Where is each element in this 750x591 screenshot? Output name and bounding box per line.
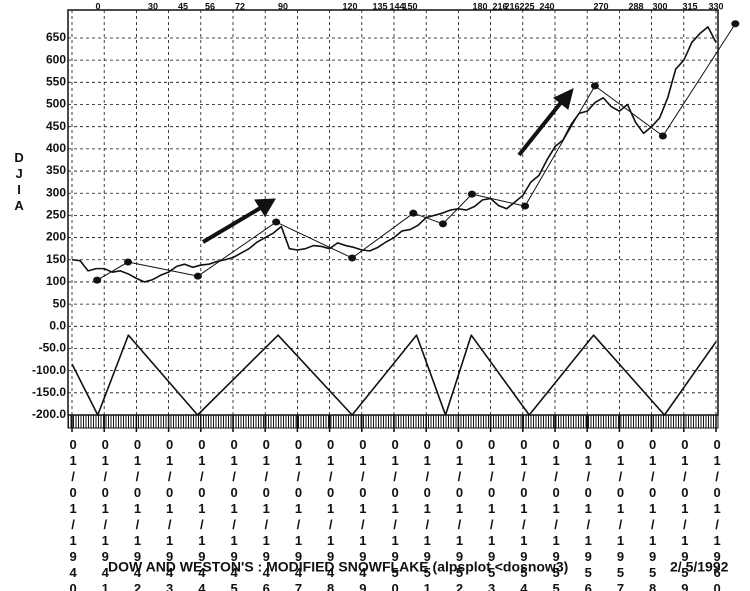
y-tick-label: -150.0: [32, 385, 66, 399]
y-tick-label: 50: [53, 296, 67, 310]
y-tick-label: 350: [46, 163, 66, 177]
x-tick-label: 01/01/1940: [66, 437, 81, 591]
x-tick-label: 01/01/1942: [130, 437, 145, 591]
x-tick-label: 01/01/1953: [484, 437, 499, 591]
x-tick-label: 01/01/1945: [227, 437, 242, 591]
top-label: 0: [95, 1, 100, 11]
x-tick-label: 01/01/1946: [259, 437, 274, 591]
y-tick-label: 600: [46, 52, 66, 66]
y-tick-label: 550: [46, 75, 66, 89]
top-label: 72: [235, 1, 245, 11]
y-tick-label: 0.0: [49, 318, 66, 332]
y-tick-label: -200.0: [32, 407, 66, 421]
y-tick-label: 200: [46, 230, 66, 244]
top-label: 180: [472, 1, 487, 11]
pivot-marker: [93, 276, 102, 284]
pivot-marker: [658, 132, 667, 140]
top-label: 315: [682, 1, 697, 11]
series-line: [96, 23, 736, 281]
pivot-marker: [590, 82, 599, 90]
pivot-marker: [272, 218, 281, 226]
y-tick-label: 300: [46, 185, 66, 199]
chart-title: DOW AND WESTON'S : MODIFIED SNOWFLAKE (a…: [108, 559, 568, 575]
y-tick-label: 650: [46, 30, 66, 44]
series-line: [71, 26, 717, 283]
top-label: 225: [519, 1, 534, 11]
x-tick-label: 01/01/1941: [98, 437, 113, 591]
y-axis-label: DJIA: [12, 150, 27, 214]
trend-arrows: [201, 88, 574, 244]
chart-date: 2/ 5/1992: [670, 559, 729, 575]
top-label: 240: [539, 1, 554, 11]
x-tick-label: 01/01/1957: [613, 437, 628, 591]
x-tick-label: 01/01/1948: [323, 437, 338, 591]
y-tick-label: 150: [46, 252, 66, 266]
y-tick-label: 250: [46, 208, 66, 222]
x-tick-label: 01/01/1952: [452, 437, 467, 591]
top-label: 90: [278, 1, 288, 11]
plot-frame: [67, 9, 719, 416]
y-tick-label: -100.0: [32, 363, 66, 377]
x-tick-label: 01/01/1955: [549, 437, 564, 591]
top-label: 300: [652, 1, 667, 11]
minor-tick-band: [67, 414, 719, 429]
pivot-marker: [409, 209, 418, 217]
top-label: 144: [389, 1, 404, 11]
x-tick-label: 01/01/1959: [677, 437, 692, 591]
x-tick-label: 01/01/1944: [194, 437, 209, 591]
pivot-marker: [348, 254, 357, 262]
x-tick-label: 01/01/1949: [355, 437, 370, 591]
x-tick-label: 01/01/1943: [162, 437, 177, 591]
top-label: 56: [205, 1, 215, 11]
x-tick-label: 01/01/1950: [388, 437, 403, 591]
top-label: 288: [628, 1, 643, 11]
y-tick-label: 100: [46, 274, 66, 288]
series-line: [71, 334, 717, 416]
y-tick-label: 400: [46, 141, 66, 155]
x-tick-label: 01/01/1954: [516, 437, 531, 591]
pivot-marker: [467, 190, 476, 198]
pivot-marker: [521, 202, 530, 210]
pivot-marker: [193, 272, 202, 280]
top-label: 30: [148, 1, 158, 11]
y-tick-label: -50.0: [39, 341, 67, 355]
pivot-marker: [731, 20, 740, 28]
top-label: 270: [593, 1, 608, 11]
pivot-marker: [438, 220, 447, 228]
top-label: 150: [402, 1, 417, 11]
top-label: 45: [178, 1, 188, 11]
pivot-marker: [124, 258, 133, 266]
top-label: 216: [504, 1, 519, 11]
y-tick-label: 450: [46, 119, 66, 133]
x-tick-label: 01/01/1960: [710, 437, 725, 591]
x-tick-label: 01/01/1956: [581, 437, 596, 591]
top-label: 135: [372, 1, 387, 11]
plot-area: [71, 23, 736, 416]
top-label: 330: [708, 1, 723, 11]
x-tick-label: 01/01/1951: [420, 437, 435, 591]
x-tick-label: 01/01/1947: [291, 437, 306, 591]
top-label: 120: [342, 1, 357, 11]
x-tick-label: 01/01/1958: [645, 437, 660, 591]
y-tick-label: 500: [46, 97, 66, 111]
top-label: 216: [492, 1, 507, 11]
